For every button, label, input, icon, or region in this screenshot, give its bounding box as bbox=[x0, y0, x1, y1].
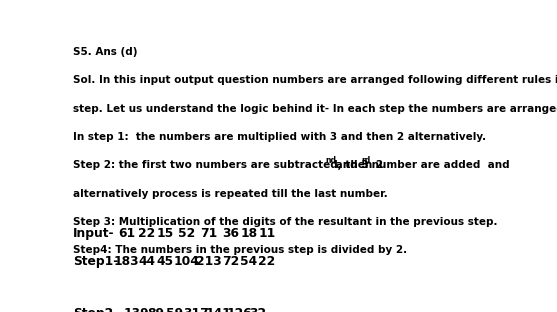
Text: 54: 54 bbox=[240, 255, 257, 268]
Text: 72: 72 bbox=[222, 255, 240, 268]
Text: 15: 15 bbox=[157, 227, 174, 240]
Text: 45: 45 bbox=[157, 255, 174, 268]
Text: Step2-: Step2- bbox=[73, 307, 118, 312]
Text: 52: 52 bbox=[178, 227, 195, 240]
Text: rd: rd bbox=[361, 156, 370, 165]
Text: step. Let us understand the logic behind it- In each step the numbers are arrang: step. Let us understand the logic behind… bbox=[73, 104, 557, 114]
Text: 36: 36 bbox=[222, 227, 239, 240]
Text: Step1-: Step1- bbox=[73, 255, 118, 268]
Text: 89: 89 bbox=[148, 307, 164, 312]
Text: 59: 59 bbox=[166, 307, 183, 312]
Text: 22: 22 bbox=[138, 227, 155, 240]
Text: 141: 141 bbox=[206, 307, 231, 312]
Text: 71: 71 bbox=[201, 227, 218, 240]
Text: 18: 18 bbox=[240, 227, 257, 240]
Text: 11: 11 bbox=[258, 227, 276, 240]
Text: In step 1:  the numbers are multiplied with 3 and then 2 alternatively.: In step 1: the numbers are multiplied wi… bbox=[73, 132, 486, 142]
Text: Sol. In this input output question numbers are arranged following different rule: Sol. In this input output question numbe… bbox=[73, 76, 557, 85]
Text: 139: 139 bbox=[124, 307, 149, 312]
Text: 61: 61 bbox=[118, 227, 135, 240]
Text: Step 3: Multiplication of the digits of the resultant in the previous step.: Step 3: Multiplication of the digits of … bbox=[73, 217, 497, 227]
Text: 22: 22 bbox=[258, 255, 276, 268]
Text: number are added  and: number are added and bbox=[368, 160, 510, 170]
Text: and 3: and 3 bbox=[332, 160, 369, 170]
Text: S5. Ans (d): S5. Ans (d) bbox=[73, 47, 138, 57]
Text: 126: 126 bbox=[227, 307, 252, 312]
Text: 104: 104 bbox=[173, 255, 199, 268]
Text: 317: 317 bbox=[183, 307, 209, 312]
Text: Step4: The numbers in the previous step is divided by 2.: Step4: The numbers in the previous step … bbox=[73, 246, 407, 256]
Text: 213: 213 bbox=[196, 255, 222, 268]
Text: nd: nd bbox=[325, 156, 336, 165]
Text: Step 2: the first two numbers are subtracted, then 2: Step 2: the first two numbers are subtra… bbox=[73, 160, 383, 170]
Text: 44: 44 bbox=[138, 255, 155, 268]
Text: 32: 32 bbox=[249, 307, 266, 312]
Text: 183: 183 bbox=[114, 255, 139, 268]
Text: alternatively process is repeated till the last number.: alternatively process is repeated till t… bbox=[73, 189, 388, 199]
Text: Input-: Input- bbox=[73, 227, 115, 240]
